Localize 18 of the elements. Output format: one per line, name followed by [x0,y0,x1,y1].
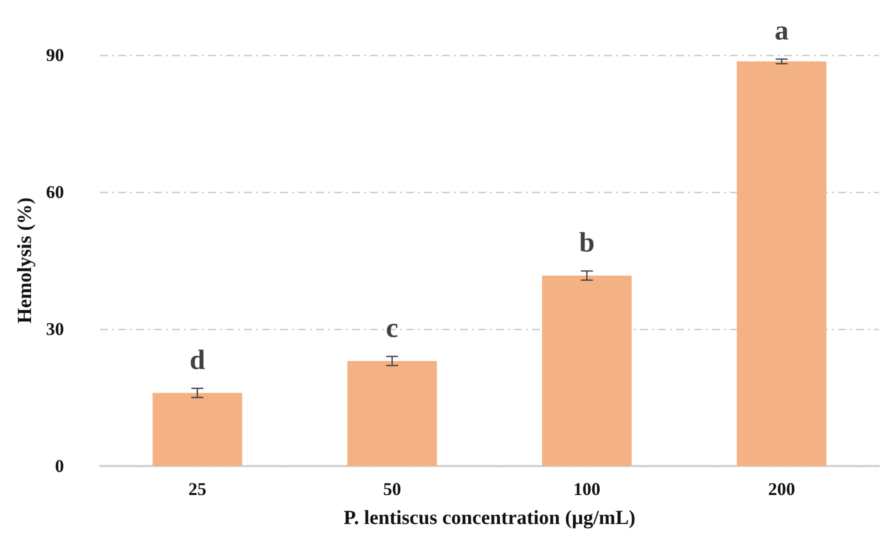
annotation: a [774,16,789,47]
annotation: c [386,312,398,344]
y-tick-label: 90 [46,45,64,65]
y-axis-title: Hemolysis (%) [14,197,36,324]
y-tick-label: 60 [46,182,64,202]
x-axis-title: P. lentiscus concentration (µg/mL) [344,507,636,529]
x-tick-label: 100 [573,479,600,499]
x-tick-label: 50 [383,479,402,499]
annotation: d [190,344,206,376]
y-tick-label: 30 [46,319,64,339]
x-tick-label: 25 [188,479,206,499]
bar [152,392,242,466]
annotation: b [579,228,595,259]
y-tick-label: 0 [55,456,64,476]
bar [736,61,826,466]
x-tick-label: 200 [768,479,796,499]
bar [542,276,632,466]
bar [347,360,437,466]
